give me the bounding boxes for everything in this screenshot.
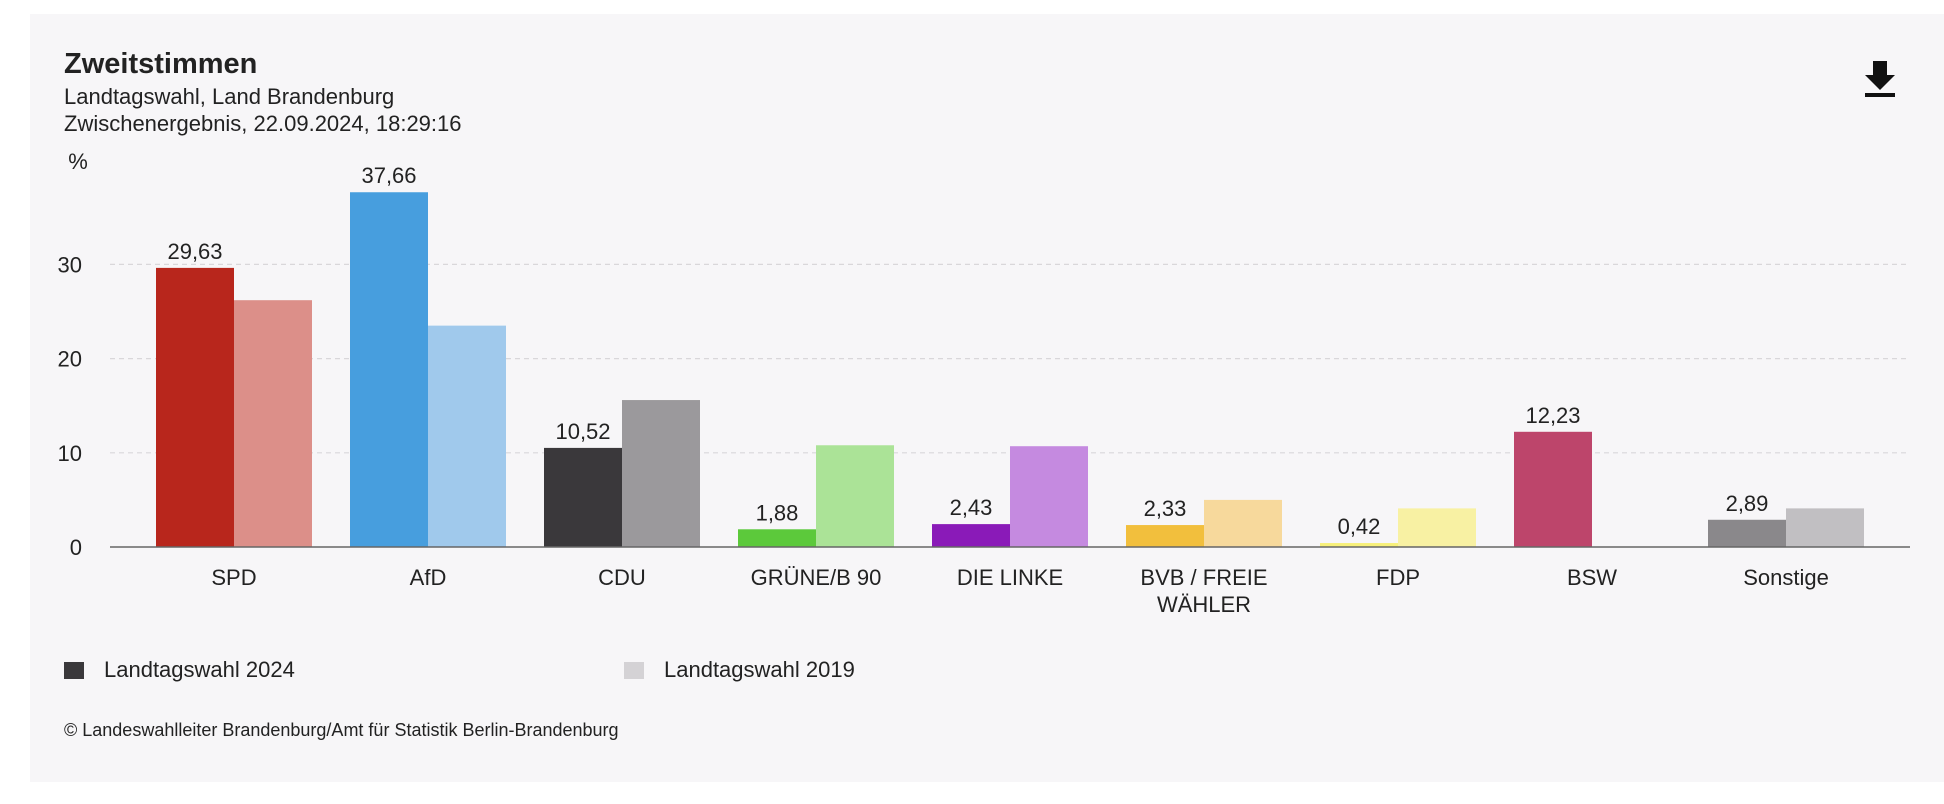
data-label: 10,52 bbox=[555, 419, 610, 444]
bar-2024 bbox=[1126, 525, 1204, 547]
x-tick-label: SPD bbox=[211, 565, 256, 590]
bar-2024 bbox=[1514, 431, 1592, 547]
legend-label-2024: Landtagswahl 2024 bbox=[104, 657, 295, 682]
legend-label-2019: Landtagswahl 2019 bbox=[664, 657, 855, 682]
data-label: 2,33 bbox=[1144, 496, 1187, 521]
x-tick-label: GRÜNE/B 90 bbox=[751, 565, 882, 590]
bar-2024 bbox=[544, 447, 622, 547]
download-icon bbox=[1865, 61, 1895, 97]
bar-2024 bbox=[156, 267, 234, 547]
bar-2019 bbox=[234, 300, 312, 547]
y-tick-label: 20 bbox=[58, 347, 82, 372]
x-tick-label: BVB / FREIE bbox=[1140, 565, 1267, 590]
bar-2019 bbox=[1204, 499, 1282, 547]
data-label: 0,42 bbox=[1338, 514, 1381, 539]
data-label: 12,23 bbox=[1525, 403, 1580, 428]
bar-chart: 0 10 20 30% 29,63 SPD 37,66 AfD 10,52 CDU 1,88 GRÜN… bbox=[58, 149, 1910, 617]
y-axis-unit: % bbox=[68, 149, 88, 174]
y-tick-label: 10 bbox=[58, 441, 82, 466]
y-tick-label: 30 bbox=[58, 252, 82, 277]
bar-2024 bbox=[1320, 543, 1398, 547]
x-tick-label: CDU bbox=[598, 565, 646, 590]
x-tick-label: WÄHLER bbox=[1157, 592, 1251, 617]
legend-swatch-2024 bbox=[64, 661, 84, 679]
bar-2019 bbox=[1398, 508, 1476, 547]
bar-2024 bbox=[738, 529, 816, 547]
y-tick-label: 0 bbox=[70, 535, 82, 560]
chart-panel: Zweitstimmen Landtagswahl, Land Brandenb… bbox=[30, 14, 1944, 782]
source-credit: © Landeswahlleiter Brandenburg/Amt für S… bbox=[64, 720, 619, 740]
data-label: 2,43 bbox=[950, 495, 993, 520]
x-tick-label: AfD bbox=[410, 565, 447, 590]
bar-2019 bbox=[622, 400, 700, 547]
x-tick-label: Sonstige bbox=[1743, 565, 1829, 590]
x-tick-label: FDP bbox=[1376, 565, 1420, 590]
result-status: Zwischenergebnis, 22.09.2024, 18:29:16 bbox=[64, 111, 462, 136]
bar-2019 bbox=[1010, 446, 1088, 547]
bar-2019 bbox=[1786, 508, 1864, 547]
bar-2024 bbox=[932, 524, 1010, 547]
x-tick-label: DIE LINKE bbox=[957, 565, 1063, 590]
legend-item-2019[interactable]: Landtagswahl 2019 bbox=[624, 657, 855, 683]
bar-2024 bbox=[1708, 519, 1786, 547]
bar-2019 bbox=[428, 325, 506, 547]
data-label: 29,63 bbox=[167, 239, 222, 264]
chart-subtitle: Landtagswahl, Land Brandenburg bbox=[64, 84, 395, 109]
download-button[interactable] bbox=[1862, 59, 1898, 99]
legend-swatch-2019 bbox=[624, 661, 644, 679]
bar-2019 bbox=[816, 445, 894, 547]
data-label: 2,89 bbox=[1726, 491, 1769, 516]
data-label: 1,88 bbox=[756, 500, 799, 525]
data-label: 37,66 bbox=[361, 163, 416, 188]
legend-item-2024[interactable]: Landtagswahl 2024 bbox=[64, 657, 295, 683]
chart-title: Zweitstimmen bbox=[64, 48, 258, 80]
x-tick-label: BSW bbox=[1567, 565, 1617, 590]
bar-2024 bbox=[350, 192, 428, 547]
